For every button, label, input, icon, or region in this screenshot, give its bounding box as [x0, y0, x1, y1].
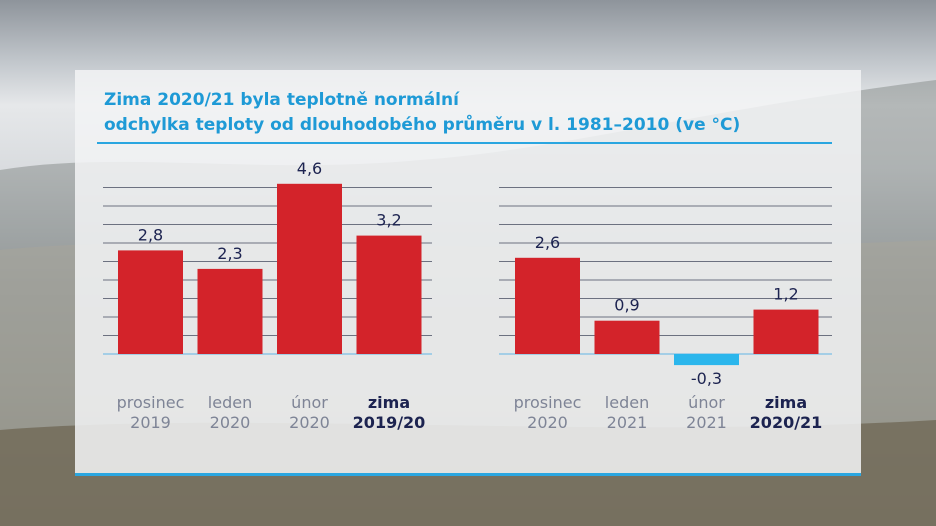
category-label-line1: prosinec	[514, 393, 582, 412]
bar-chart: 2,8prosinec20192,3leden20204,6únor20203,…	[103, 159, 832, 432]
bar	[594, 320, 660, 354]
category-label-line2: 2020	[527, 413, 568, 432]
category-label-line1: prosinec	[117, 393, 185, 412]
chart-panel: Zima 2020/21 byla teplotně normální odch…	[75, 70, 861, 476]
bar-value-label: 3,2	[376, 211, 401, 230]
category-label-line2: 2021	[607, 413, 648, 432]
category-label-line1: leden	[605, 393, 649, 412]
category-label-line1: zima	[765, 393, 807, 412]
bar	[515, 257, 580, 354]
bar	[356, 235, 422, 354]
chart-title: Zima 2020/21 byla teplotně normální	[104, 90, 459, 110]
bar-value-label: 1,2	[773, 285, 798, 304]
category-label-line2: 2019	[130, 413, 171, 432]
bar-value-label: -0,3	[691, 369, 722, 388]
category-label-line2: 2020	[210, 413, 251, 432]
bar-value-label: 0,9	[614, 296, 639, 315]
category-label-line1: leden	[208, 393, 252, 412]
category-label-line2: 2020	[289, 413, 330, 432]
chart-subtitle: odchylka teploty od dlouhodobého průměru…	[104, 115, 741, 135]
category-label-line2: 2021	[686, 413, 727, 432]
bar-value-label: 4,6	[297, 159, 322, 178]
bar-value-label: 2,8	[138, 225, 163, 244]
category-label-line1: únor	[688, 393, 725, 412]
category-label-line2: 2020/21	[750, 413, 823, 432]
bar	[118, 250, 183, 354]
bar	[197, 268, 263, 354]
category-label-line1: zima	[368, 393, 410, 412]
category-label-line1: únor	[291, 393, 328, 412]
title-divider	[97, 142, 832, 144]
bar-value-label: 2,3	[217, 244, 242, 263]
bar	[277, 183, 342, 354]
bar	[674, 354, 739, 366]
category-label-line2: 2019/20	[353, 413, 426, 432]
bar	[753, 309, 819, 354]
bar-value-label: 2,6	[535, 233, 560, 252]
